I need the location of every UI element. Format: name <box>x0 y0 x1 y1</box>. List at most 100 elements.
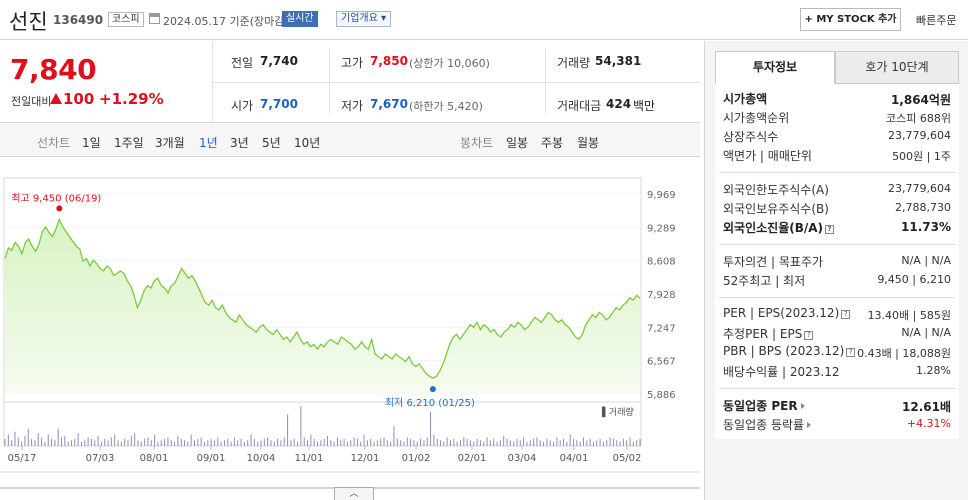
volume-bar <box>164 438 166 446</box>
volume-bar <box>310 434 312 446</box>
tab-10y[interactable]: 10년 <box>294 136 321 150</box>
volume-bar <box>473 441 475 446</box>
volume-bar <box>320 440 322 446</box>
volume-value: 54,381 <box>595 54 642 68</box>
high-value: 7,850 <box>370 54 408 68</box>
info-value: 500원 | 1주 <box>892 150 951 163</box>
volume-bar <box>516 438 518 446</box>
volume-bar <box>130 436 132 446</box>
help-icon[interactable]: ? <box>825 225 835 234</box>
volume-bar <box>426 437 428 446</box>
volume-bar <box>476 438 478 446</box>
volume-bar <box>14 431 16 446</box>
volume-bar <box>326 436 328 446</box>
volume-bar <box>31 438 33 446</box>
stock-code: 136490 <box>53 13 104 27</box>
realtime-button[interactable]: 실시간 <box>282 11 318 27</box>
volume-bar <box>180 438 182 446</box>
y-tick-label: 5,886 <box>647 390 676 401</box>
volume-bar <box>599 438 601 446</box>
tab-monthly-candle[interactable]: 월봉 <box>577 136 600 150</box>
volume-bar <box>410 438 412 446</box>
x-tick-label: 11/01 <box>295 453 324 464</box>
tab-3m[interactable]: 3개월 <box>155 136 185 150</box>
tab-1y[interactable]: 1년 <box>199 136 218 150</box>
volume-bar <box>177 436 179 446</box>
volume-bar <box>579 441 581 446</box>
caret-right-icon[interactable] <box>807 422 812 428</box>
stock-name: 선진 <box>9 10 48 34</box>
calendar-icon <box>149 13 160 24</box>
volume-bar <box>84 440 86 446</box>
collapse-chart-button[interactable]: ︿ <box>334 487 374 500</box>
volume-bar <box>366 440 368 446</box>
volume-bar <box>187 441 189 446</box>
tab-invest-info[interactable]: 투자정보 <box>715 51 835 84</box>
volume-bar <box>333 441 335 446</box>
info-value: 23,779,604 <box>888 129 951 142</box>
info-value: 23,779,604 <box>888 182 951 195</box>
volume-bar <box>569 434 571 446</box>
chart-period-tabs: 선차트 1일 1주일 3개월 1년 3년 5년 10년 봉차트 일봉 주봉 월봉 <box>0 124 700 157</box>
corp-info-dropdown[interactable]: 기업개요 ▾ <box>336 11 391 27</box>
volume-bar <box>104 438 106 446</box>
volume-bar <box>237 440 239 446</box>
divider <box>719 297 955 298</box>
price-chart[interactable]: 9,969 9,289 8,608 7,928 7,247 6,567 5,886 최고 9,… <box>0 158 700 500</box>
info-label-text: PBR | BPS (2023.12) <box>723 344 845 358</box>
info-tabs: 투자정보 호가 10단계 <box>715 51 959 84</box>
add-my-stock-button[interactable]: + MY STOCK 추가 <box>800 8 901 31</box>
volume-bar <box>61 437 63 446</box>
info-value: 1,864억원 <box>890 93 951 107</box>
x-tick-label: 01/02 <box>402 453 431 464</box>
volume-bar <box>140 441 142 446</box>
divider <box>212 82 700 83</box>
volume-bar <box>227 438 229 446</box>
x-tick-label: 03/04 <box>508 453 537 464</box>
volume-bar <box>513 441 515 446</box>
prev-close-label: 전일 <box>231 56 254 70</box>
tab-daily-candle[interactable]: 일봉 <box>506 136 529 150</box>
info-value: 13.40배 | 585원 <box>867 309 951 322</box>
volume-bar <box>250 434 252 446</box>
volume-label: 거래량 <box>557 56 591 70</box>
tab-1d[interactable]: 1일 <box>82 136 101 150</box>
x-tick-label: 04/01 <box>560 453 589 464</box>
volume-bar <box>280 440 282 446</box>
price-line <box>4 217 641 379</box>
info-label-text: 동일업종 등락률 <box>723 418 805 432</box>
volume-bar <box>632 441 634 446</box>
volume-bar <box>616 440 618 446</box>
volume-bar <box>573 438 575 446</box>
info-label-text: 시가총액 <box>723 92 768 106</box>
volume-bar <box>592 441 594 446</box>
volume-bar <box>67 441 69 446</box>
volume-bar <box>184 440 186 446</box>
volume-bar <box>174 441 176 446</box>
tab-weekly-candle[interactable]: 주봉 <box>541 136 564 150</box>
help-icon[interactable]: ? <box>841 310 851 319</box>
volume-bar <box>207 440 209 446</box>
help-icon[interactable]: ? <box>804 331 814 340</box>
tab-1w[interactable]: 1주일 <box>114 136 144 150</box>
volume-bar <box>70 440 72 446</box>
volume-bar <box>619 441 621 446</box>
volume-bar <box>57 428 59 446</box>
info-label: 시가총액 <box>723 90 767 107</box>
volume-bar <box>273 441 275 446</box>
tab-3y[interactable]: 3년 <box>230 136 249 150</box>
y-tick-label: 7,928 <box>647 290 676 301</box>
volume-bar <box>210 438 212 446</box>
tab-5y[interactable]: 5년 <box>262 136 281 150</box>
info-label-text: 동일업종 PER <box>723 399 798 413</box>
candle-chart-heading: 봉차트 <box>460 136 494 150</box>
quick-order-button[interactable]: 빠른주문 <box>916 14 957 27</box>
caret-right-icon[interactable] <box>800 403 805 409</box>
volume-bar <box>446 437 448 446</box>
volume-bar <box>137 440 139 446</box>
tab-order-book[interactable]: 호가 10단계 <box>835 51 959 84</box>
volume-bar <box>220 441 222 446</box>
volume-bar <box>343 438 345 446</box>
amount-label: 거래대금 <box>557 99 602 113</box>
help-icon[interactable]: ? <box>846 348 856 357</box>
